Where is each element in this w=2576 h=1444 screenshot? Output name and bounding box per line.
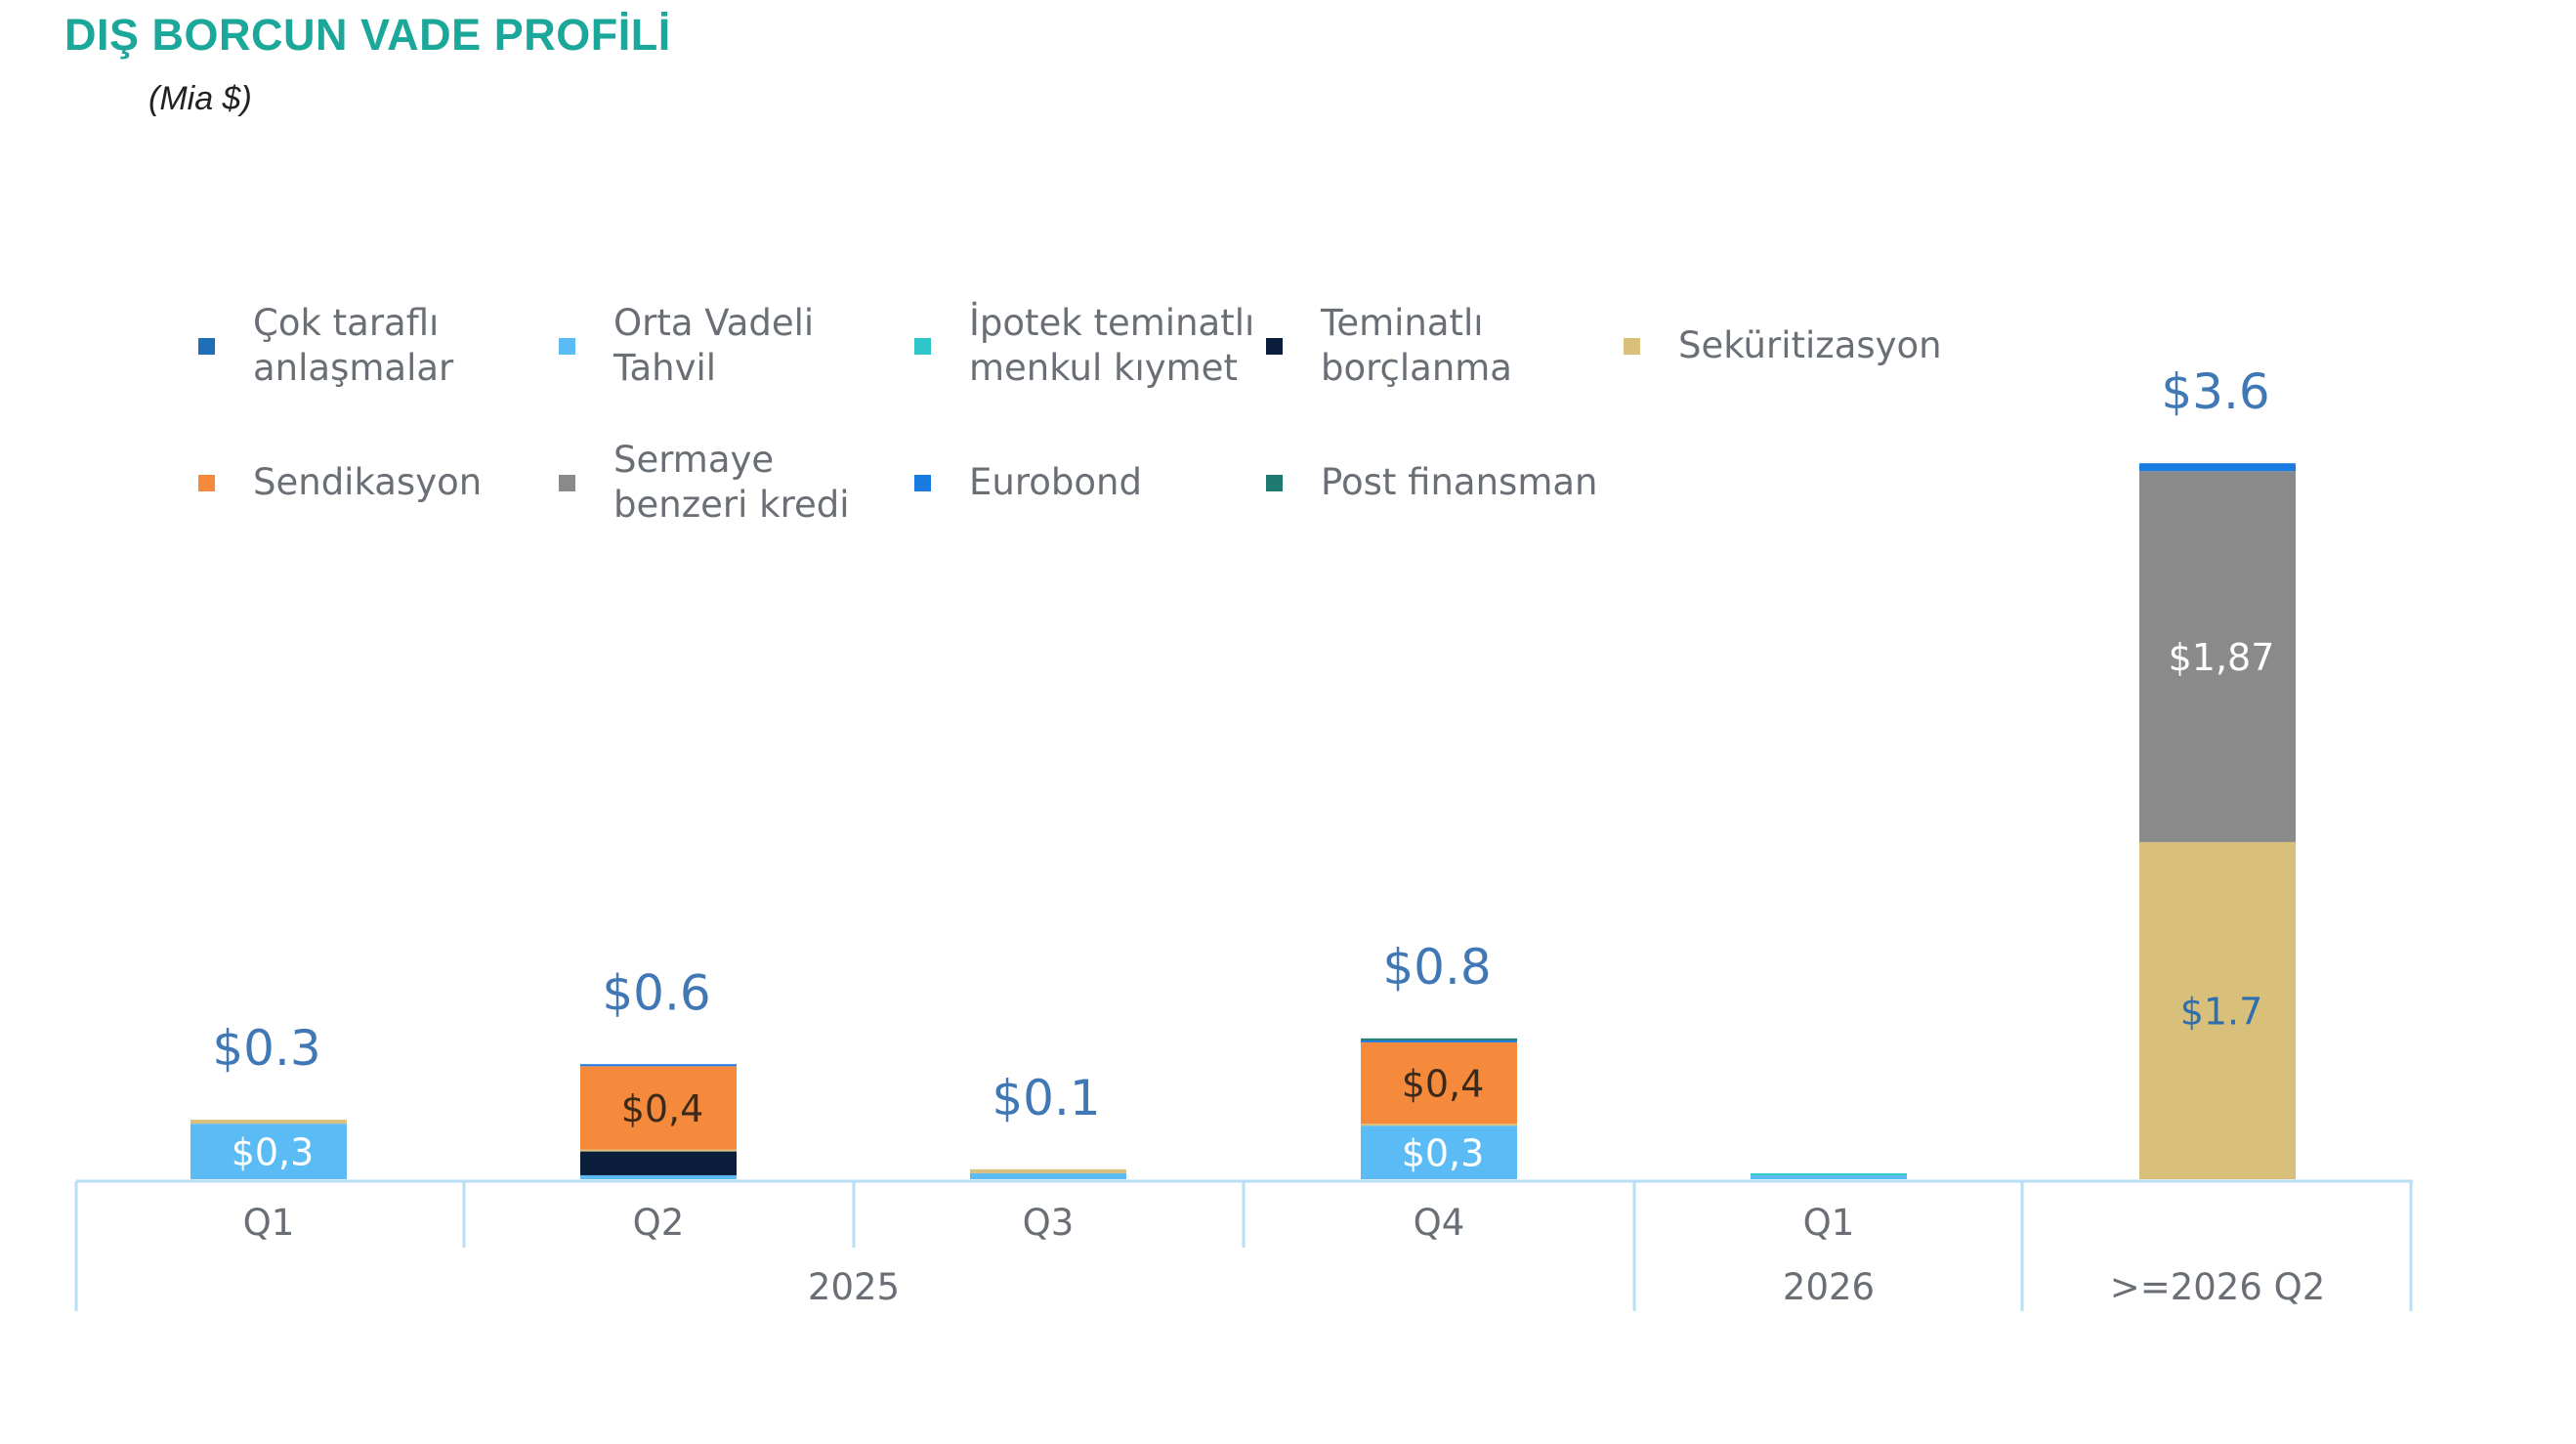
legend-item-6: Sendikasyon (198, 461, 482, 503)
x-tick-label: Q1 (243, 1202, 295, 1244)
legend-item-2: Orta Vadeli Tahvil (559, 302, 814, 389)
bar-stack-4: $0,3 $0,4 (1361, 1038, 1517, 1179)
segment-label: $0,3 (232, 1131, 315, 1174)
bar-segment (580, 1174, 737, 1179)
page-title: DIŞ BORCUN VADE PROFİLİ (64, 10, 671, 60)
bar-segment (580, 1151, 737, 1175)
total-label: $3.6 (2161, 363, 2269, 420)
total-label: $0.6 (602, 964, 710, 1021)
legend-label: Sendikasyon (253, 461, 482, 503)
legend-label: Eurobond (969, 461, 1142, 503)
legend-swatch (198, 475, 215, 491)
bar-segment (1361, 1040, 1517, 1042)
bar-segment (190, 1120, 347, 1125)
legend-label: Teminatlı borçlanma (1320, 302, 1512, 389)
page-subtitle: (Mia $) (148, 80, 252, 117)
legend-swatch (1624, 338, 1640, 355)
legend-label: Çok taraflı anlaşmalar (253, 302, 454, 389)
bar-segment (580, 1066, 737, 1150)
legend-swatch (198, 338, 215, 355)
bar-segment (1361, 1041, 1517, 1125)
legend-label: Sermaye benzeri kredi (613, 439, 850, 526)
bar-stack-5 (1751, 1172, 1907, 1179)
total-label: $0.3 (212, 1020, 320, 1077)
bar-stack-3 (970, 1168, 1126, 1179)
bar-segment (580, 1149, 737, 1152)
bar-stack-6: $1.7 $1,87 (2139, 463, 2296, 1179)
legend-swatch (559, 338, 575, 355)
legend-swatch (1266, 475, 1283, 491)
bar-segment (970, 1168, 1126, 1173)
x-tick-label: Q4 (1414, 1202, 1465, 1244)
x-tick-label: >=2026 Q2 (2110, 1266, 2326, 1308)
legend-item-4: Teminatlı borçlanma (1266, 302, 1512, 389)
x-tick-label: Q3 (1023, 1202, 1075, 1244)
chart-legend: Çok taraflı anlaşmalar Orta Vadeli Tahvil İp… (198, 302, 1942, 526)
bar-segment (190, 1124, 347, 1179)
legend-item-1: Çok taraflı anlaşmalar (198, 302, 454, 389)
legend-swatch (1266, 338, 1283, 355)
legend-swatch (914, 338, 931, 355)
legend-label: Orta Vadeli Tahvil (612, 302, 814, 389)
legend-swatch (559, 475, 575, 491)
segment-label: $0,3 (1402, 1132, 1485, 1175)
legend-item-5: Seküritizasyon (1624, 324, 1942, 366)
x-tick-label: Q2 (633, 1202, 685, 1244)
legend-item-3: İpotek teminatlı menkul kıymet (914, 302, 1254, 389)
bar-stack-2: $0,4 (580, 1064, 737, 1179)
legend-item-9: Post finansman (1266, 461, 1598, 503)
bar-segment (2139, 471, 2296, 842)
bar-segment (970, 1172, 1126, 1179)
segment-label: $1,87 (2169, 636, 2275, 679)
x-group-label: 2026 (1783, 1266, 1875, 1308)
total-label: $0.8 (1382, 939, 1491, 996)
bar-segment (1751, 1174, 1907, 1179)
segment-label: $0,4 (621, 1087, 704, 1130)
chart-bars: $0,3 $0,4 $0,3 $0,4 $1.7 $1,87 $0.3 $0.6 $0.1 $0.… (190, 363, 2296, 1179)
segment-label: $0,4 (1402, 1063, 1485, 1106)
bar-segment (2139, 841, 2296, 1179)
bar-segment (1361, 1124, 1517, 1126)
chart-x-axis: Q1 Q2 Q3 Q4 Q1 2025 2026 >=2026 Q2 (74, 1179, 2413, 1311)
legend-item-7: Sermaye benzeri kredi (559, 439, 850, 526)
bar-segment (1361, 1038, 1517, 1041)
legend-swatch (914, 475, 931, 491)
legend-label: Post finansman (1321, 461, 1598, 503)
legend-item-8: Eurobond (914, 461, 1142, 503)
bar-segment (2139, 463, 2296, 472)
bar-stack-1: $0,3 (190, 1120, 347, 1179)
x-group-label: 2025 (808, 1266, 900, 1308)
legend-label: İpotek teminatlı menkul kıymet (969, 302, 1254, 389)
total-label: $0.1 (992, 1070, 1100, 1126)
bar-segment (580, 1064, 737, 1067)
segment-label: $1.7 (2180, 990, 2263, 1033)
bar-segment (1751, 1172, 1907, 1175)
bar-segment (1361, 1125, 1517, 1179)
x-tick-label: Q1 (1803, 1202, 1855, 1244)
legend-label: Seküritizasyon (1678, 324, 1942, 366)
